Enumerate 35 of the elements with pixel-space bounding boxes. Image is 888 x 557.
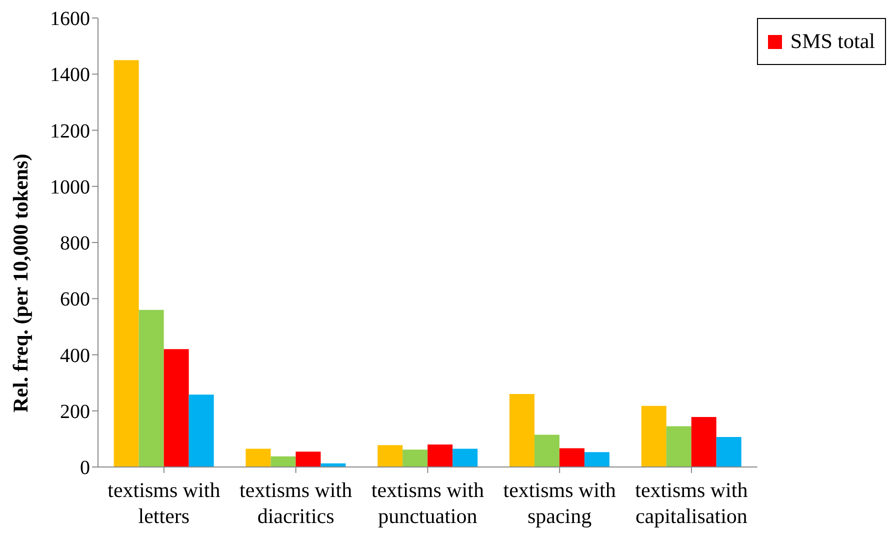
y-tick-label: 600 [60,288,90,311]
y-tick-label: 800 [60,232,90,255]
y-tick-label: 400 [60,344,90,367]
bar [428,444,453,467]
bar [509,394,534,467]
bar [114,60,139,467]
y-tick-label: 200 [60,400,90,423]
bar [246,448,271,467]
x-tick-label: textisms with letters [108,478,221,528]
bar [534,434,560,467]
bar [452,448,478,467]
y-tick-label: 0 [80,457,90,480]
y-axis-title: Rel. freq. (per 10,000 tokens) [8,154,32,412]
bar [164,349,189,467]
bar [138,310,164,467]
bar [641,406,666,467]
bar [378,445,403,467]
y-tick-label: 1600 [50,8,90,30]
x-tick-label: textisms with spacing [503,478,616,528]
y-tick-label: 1200 [50,120,90,142]
y-tick-label: 1000 [50,176,90,198]
bar [270,456,296,467]
bar [296,452,321,467]
x-tick-label: textisms with diacritics [240,478,353,528]
y-tick-label: 1400 [50,64,90,86]
x-tick-label: textisms with punctuation [371,478,484,528]
bar [584,452,610,467]
bar [559,448,584,467]
bar [716,436,742,467]
x-tick-label: textisms with capitalisation [635,478,748,528]
bar [691,417,716,467]
legend-label: SMS total [790,29,875,54]
bar [402,450,428,467]
bar [188,394,214,467]
bar [666,426,692,467]
